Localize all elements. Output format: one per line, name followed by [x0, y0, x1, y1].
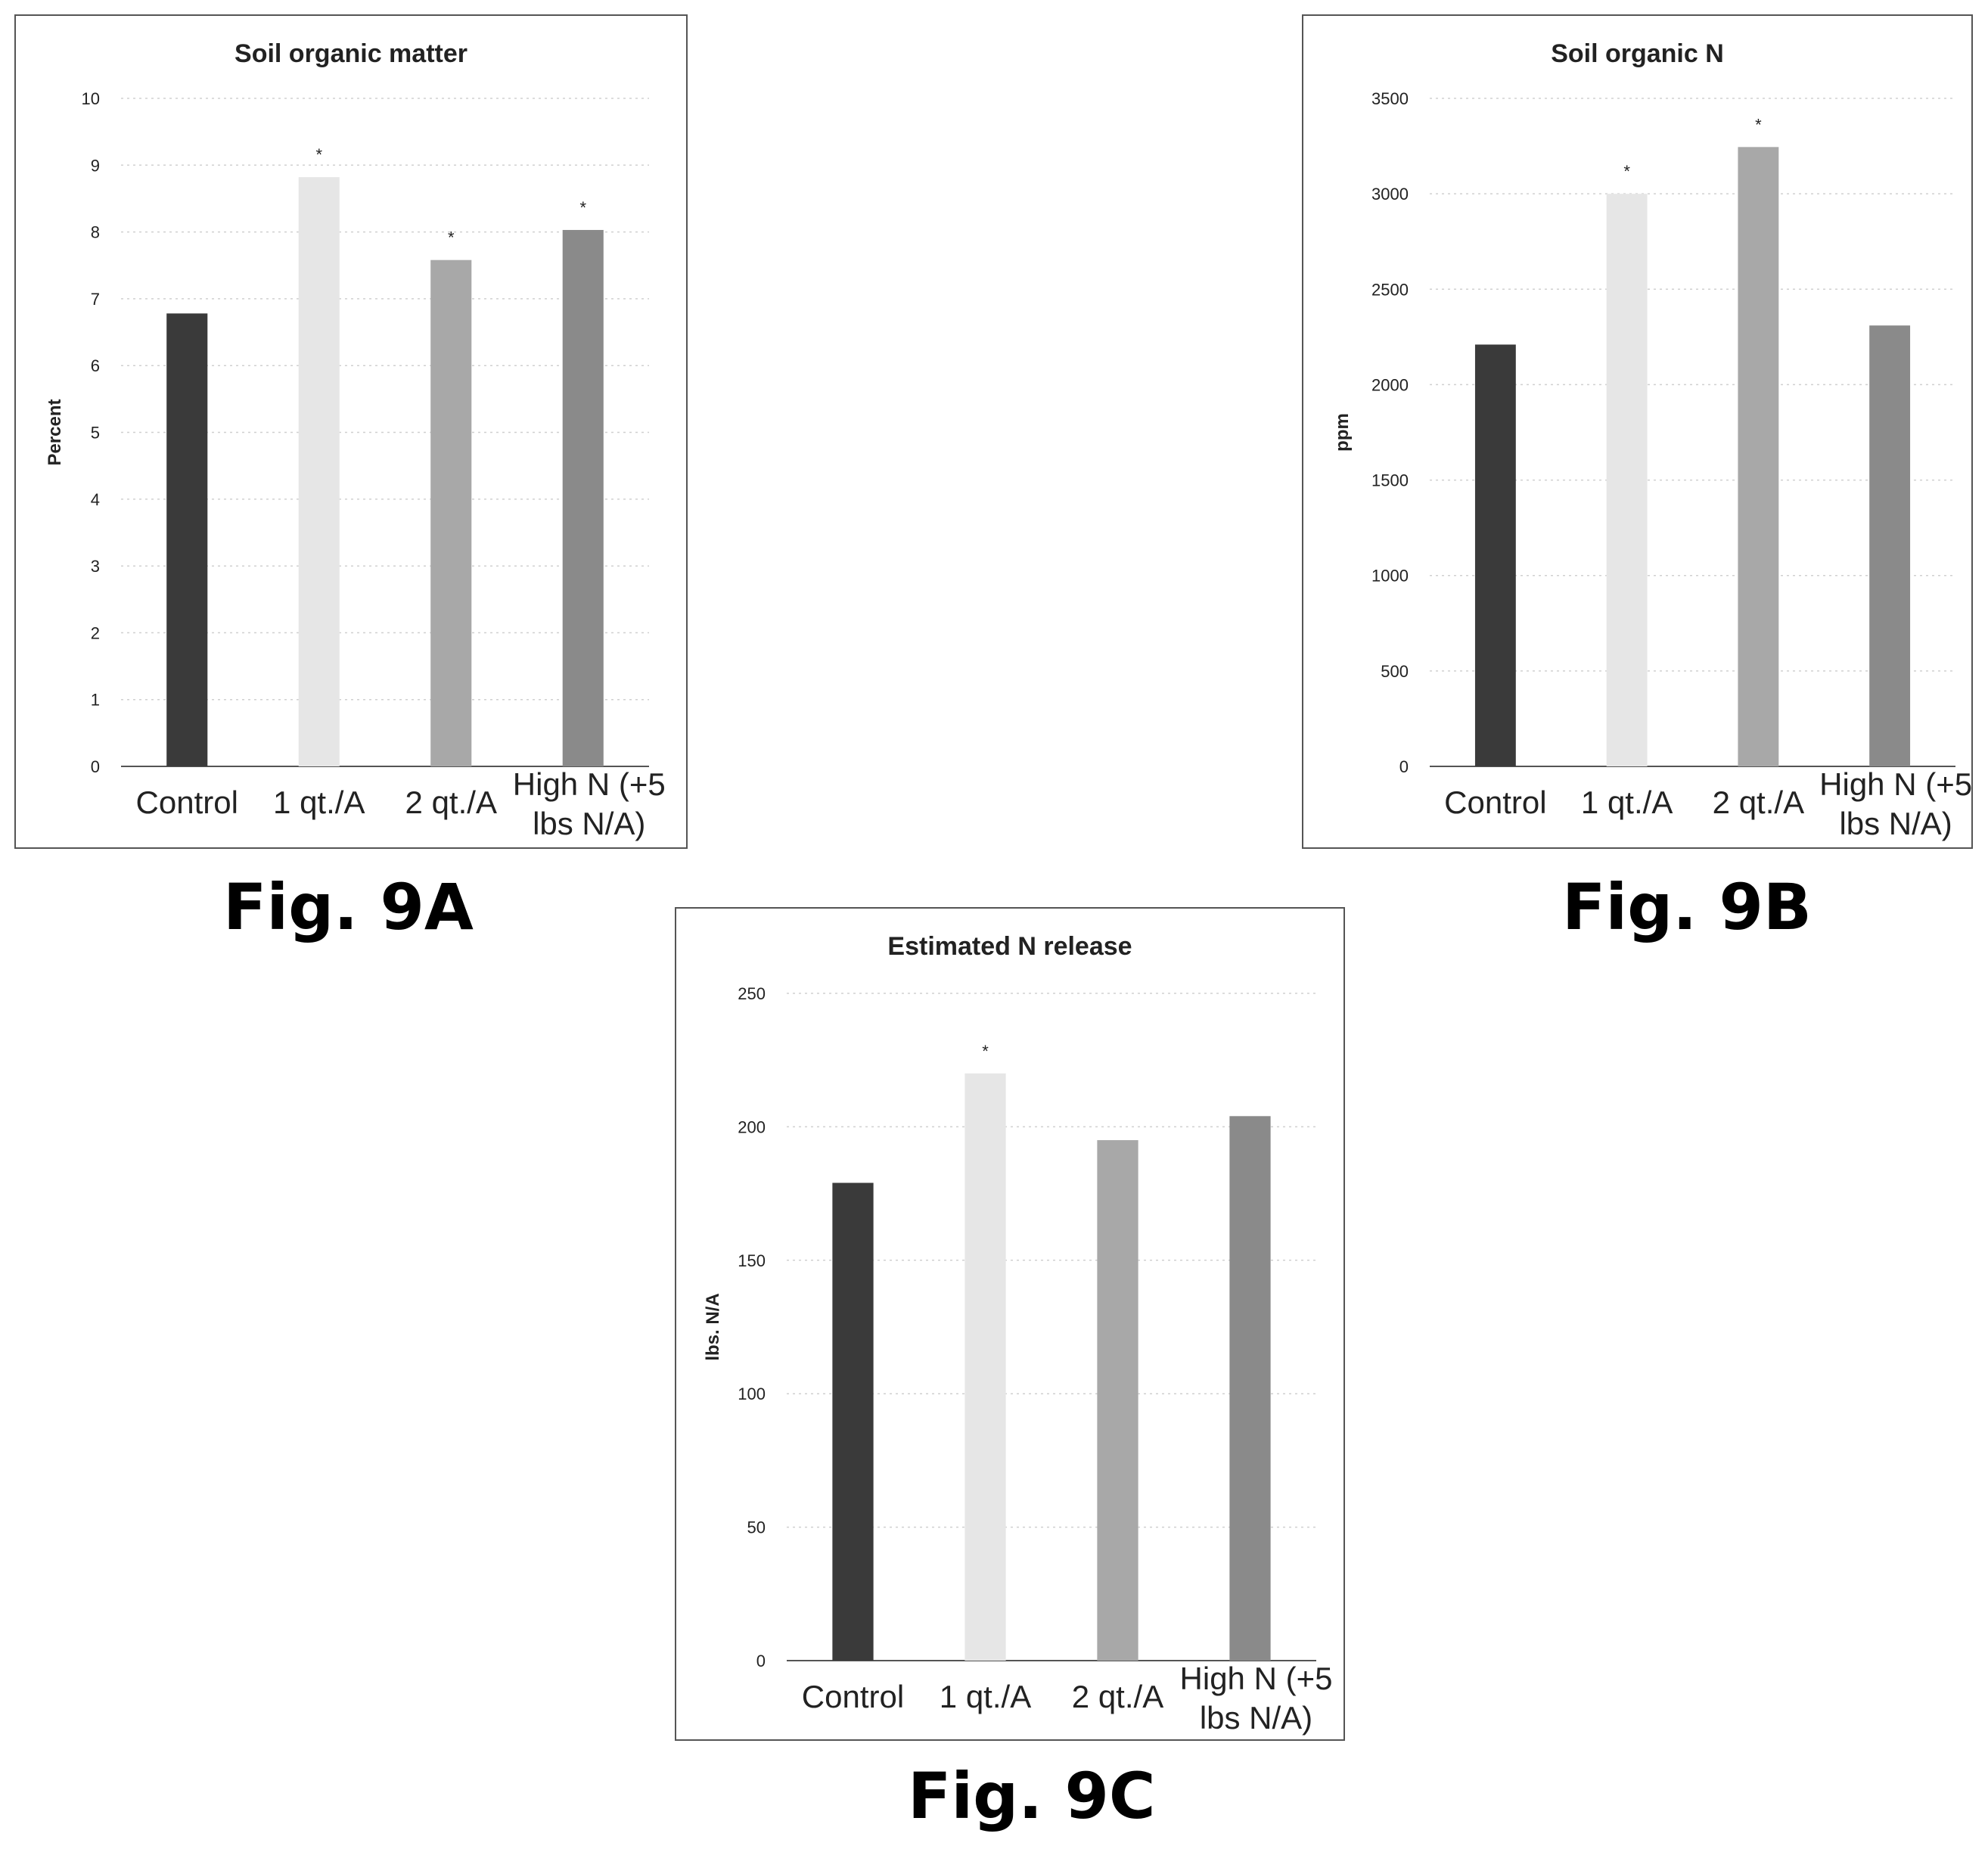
chart-title: Soil organic matter [235, 39, 467, 68]
y-tick-label: 500 [1381, 662, 1409, 681]
bar-4 [1229, 1116, 1271, 1661]
chart-soil-organic-matter: Soil organic matter Percent 0 1 2 3 4 5 6 7 8 9 10 Co… [14, 14, 688, 849]
y-tick-label: 0 [756, 1652, 766, 1670]
y-tick-label: 2500 [1371, 280, 1409, 299]
bar-3 [1738, 147, 1779, 766]
x-tick-label: 1 qt./A [940, 1679, 1031, 1714]
x-tick-label: 2 qt./A [1072, 1679, 1163, 1714]
chart-title: Soil organic N [1551, 39, 1724, 68]
y-tick-label: 3500 [1371, 89, 1409, 108]
x-tick-label: High N (+5 lbs N/A) [1819, 766, 1972, 841]
y-tick-label: 2000 [1371, 375, 1409, 394]
y-axis-label: lbs. N/A [703, 1293, 723, 1360]
y-tick-label: 4 [91, 490, 100, 509]
figure-label-9c: Fig. 9C [908, 1759, 1156, 1833]
x-tick-label: Control [136, 785, 238, 820]
bar-2 [1606, 194, 1648, 767]
chart-title: Estimated N release [887, 932, 1132, 961]
chart-estimated-n-release: Estimated N release lbs. N/A 0 50 100 150 200 2… [675, 907, 1345, 1741]
y-tick-label: 10 [82, 89, 100, 108]
bar-1 [1474, 344, 1516, 766]
x-tick-label: High N (+5 lbs N/A) [513, 766, 666, 841]
bar-3 [1097, 1140, 1138, 1661]
bar-4 [1869, 325, 1911, 767]
significance-marker: * [579, 198, 586, 217]
figure-label-9a: Fig. 9A [223, 870, 474, 944]
significance-marker: * [315, 145, 322, 164]
x-tick-label: Control [1444, 785, 1546, 820]
y-tick-label: 0 [91, 757, 100, 776]
x-tick-label: High N (+5 lbs N/A) [1180, 1661, 1333, 1736]
x-tick-label: 2 qt./A [405, 785, 497, 820]
y-tick-label: 5 [91, 424, 100, 443]
y-tick-label: 8 [91, 223, 100, 242]
y-tick-label: 6 [91, 356, 100, 375]
x-tick-label: Control [802, 1679, 904, 1714]
significance-marker: * [982, 1042, 989, 1061]
chart-soil-organic-n: Soil organic N ppm 0 500 1000 1500 2000 2500 300… [1302, 14, 1973, 849]
x-tick-label: 1 qt./A [273, 785, 365, 820]
y-tick-label: 3 [91, 557, 100, 576]
y-tick-label: 200 [738, 1117, 766, 1136]
y-tick-label: 9 [91, 156, 100, 175]
y-tick-label: 7 [91, 290, 100, 309]
y-tick-label: 1000 [1371, 567, 1409, 586]
bar-3 [430, 259, 472, 766]
y-tick-label: 3000 [1371, 185, 1409, 204]
figure-label-9b: Fig. 9B [1562, 870, 1812, 944]
y-tick-label: 150 [738, 1251, 766, 1270]
y-tick-label: 1 [91, 691, 100, 710]
bar-2 [298, 177, 340, 767]
x-tick-label: 2 qt./A [1713, 785, 1804, 820]
bar-2 [964, 1073, 1006, 1661]
bar-1 [832, 1182, 874, 1661]
y-tick-label: 100 [738, 1384, 766, 1403]
y-tick-label: 0 [1399, 757, 1409, 776]
y-tick-label: 1500 [1371, 471, 1409, 490]
y-tick-label: 50 [747, 1518, 766, 1537]
significance-marker: * [448, 228, 455, 247]
x-tick-label: 1 qt./A [1581, 785, 1673, 820]
y-tick-label: 250 [738, 984, 766, 1003]
significance-marker: * [1755, 115, 1762, 134]
y-tick-label: 2 [91, 623, 100, 642]
y-axis-label: Percent [45, 399, 65, 465]
significance-marker: * [1623, 162, 1630, 181]
bar-4 [562, 229, 604, 766]
y-axis-label: ppm [1332, 413, 1353, 452]
bar-1 [166, 313, 208, 766]
